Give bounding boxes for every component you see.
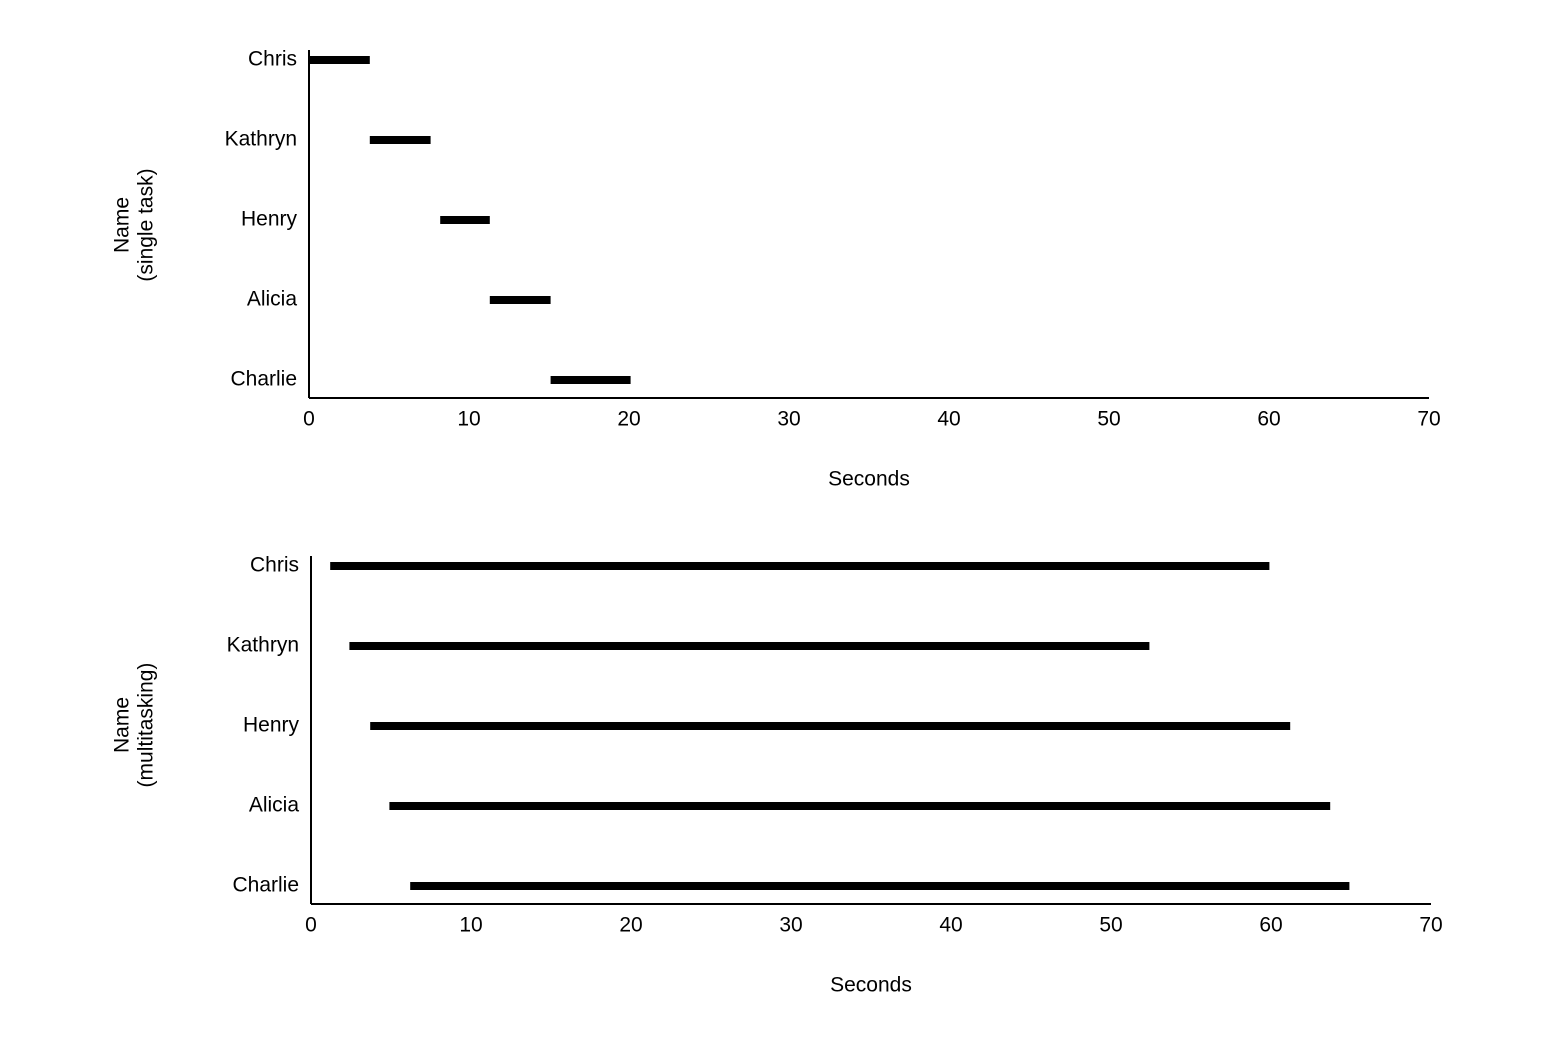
x-tick-label: 40 bbox=[937, 408, 960, 431]
bar bbox=[410, 882, 1350, 890]
x-tick-label: 30 bbox=[779, 914, 802, 937]
y-tick-label: Henry bbox=[243, 714, 300, 737]
x-tick-label: 20 bbox=[619, 914, 642, 937]
x-tick-label: 10 bbox=[459, 914, 482, 937]
y-tick-label: Charlie bbox=[230, 368, 297, 391]
x-axis-label: Seconds bbox=[830, 974, 912, 997]
bar bbox=[440, 216, 490, 224]
x-tick-label: 70 bbox=[1419, 914, 1442, 937]
x-tick-label: 50 bbox=[1097, 408, 1120, 431]
y-axis-label-line: Name bbox=[111, 697, 134, 753]
x-tick-label: 60 bbox=[1257, 408, 1280, 431]
x-tick-label: 10 bbox=[457, 408, 480, 431]
y-axis-label-line: (single task) bbox=[135, 168, 158, 281]
y-axis-label-line: (multitasking) bbox=[135, 663, 158, 788]
y-tick-label: Chris bbox=[250, 554, 299, 577]
x-tick-label: 70 bbox=[1417, 408, 1440, 431]
x-tick-label: 0 bbox=[305, 914, 317, 937]
x-axis-label: Seconds bbox=[828, 468, 910, 491]
y-axis-label-line: Name bbox=[111, 197, 134, 253]
y-tick-label: Kathryn bbox=[227, 634, 299, 657]
bar bbox=[550, 376, 631, 384]
x-tick-label: 60 bbox=[1259, 914, 1282, 937]
y-tick-label: Alicia bbox=[247, 288, 298, 311]
y-axis-label: Name (multitasking) bbox=[111, 663, 158, 788]
bar bbox=[349, 642, 1150, 650]
bar bbox=[389, 802, 1331, 810]
y-tick-label: Kathryn bbox=[225, 128, 297, 151]
y-tick-label: Henry bbox=[241, 208, 298, 231]
bar bbox=[369, 136, 431, 144]
bar bbox=[330, 562, 1270, 570]
x-tick-label: 0 bbox=[303, 408, 315, 431]
bar bbox=[309, 56, 370, 64]
x-tick-label: 50 bbox=[1099, 914, 1122, 937]
y-axis-label: Name (single task) bbox=[111, 168, 158, 281]
y-tick-label: Alicia bbox=[249, 794, 300, 817]
x-tick-label: 40 bbox=[939, 914, 962, 937]
x-tick-label: 30 bbox=[777, 408, 800, 431]
y-tick-label: Charlie bbox=[232, 874, 299, 897]
bar bbox=[489, 296, 551, 304]
y-tick-label: Chris bbox=[248, 48, 297, 71]
bar bbox=[370, 722, 1291, 730]
x-tick-label: 20 bbox=[617, 408, 640, 431]
